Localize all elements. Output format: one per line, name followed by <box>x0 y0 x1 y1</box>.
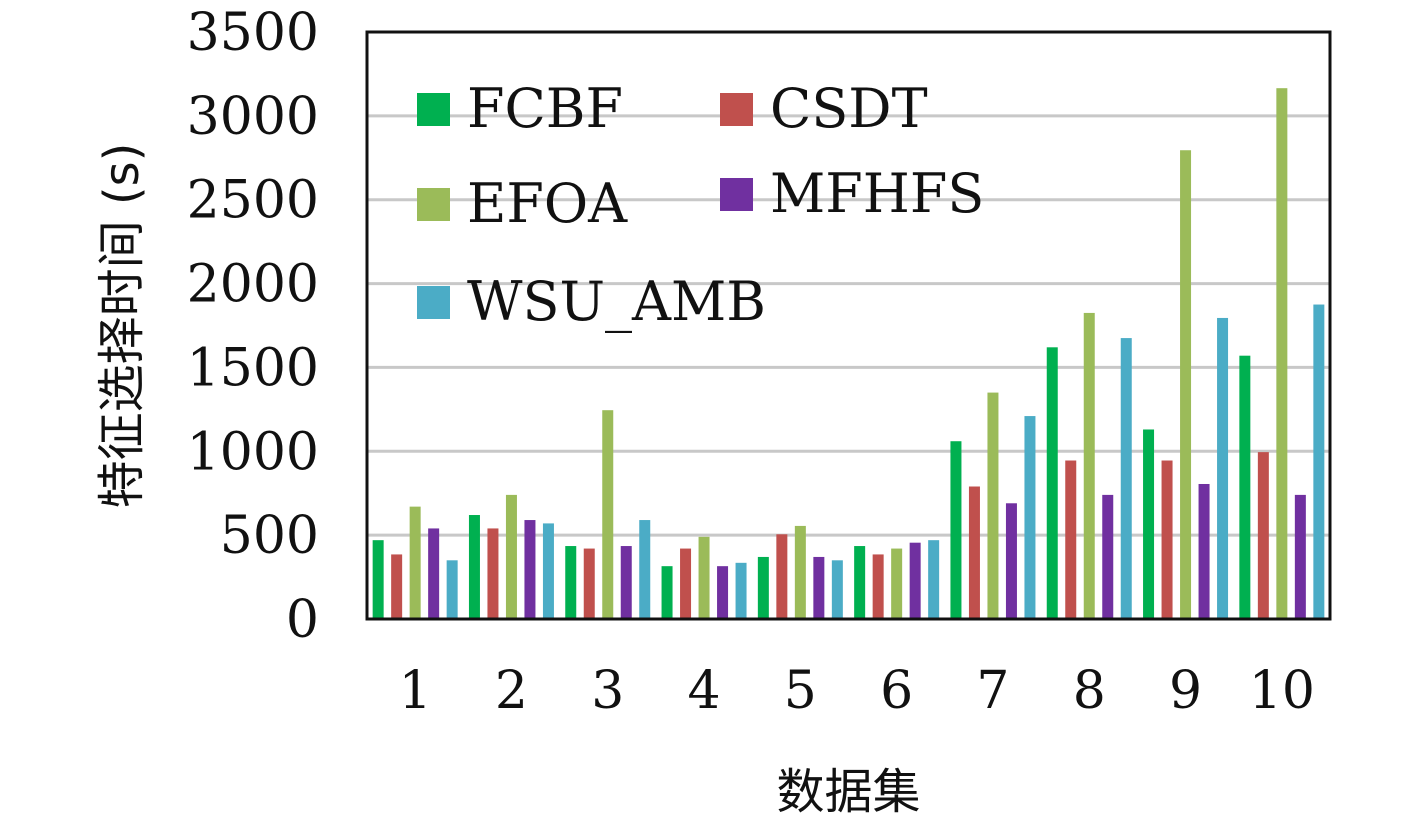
y-tick-labels: 0 500 1000 1500 2000 2500 3000 3500 <box>187 3 319 650</box>
bar-fcbf <box>854 546 866 619</box>
bar-csdt <box>583 548 595 619</box>
bar-csdt <box>1161 460 1173 619</box>
bar-csdt <box>680 548 692 619</box>
bar-wsu-amb <box>639 520 651 619</box>
bar-efoa <box>505 494 517 619</box>
bar-wsu-amb <box>1120 338 1132 619</box>
bar-efoa <box>891 548 903 619</box>
bar-efoa <box>1180 150 1192 619</box>
bar-wsu-amb <box>1217 317 1229 619</box>
legend-label: MFHFS <box>770 162 984 225</box>
bar-mfhfs <box>1198 483 1210 619</box>
bar-fcbf <box>1239 355 1251 619</box>
x-tick-label: 8 <box>1073 661 1106 721</box>
y-tick-label: 0 <box>286 590 319 650</box>
x-tick-label: 9 <box>1169 661 1202 721</box>
bar-csdt <box>776 534 788 619</box>
bar-efoa <box>987 392 999 619</box>
bar-fcbf <box>565 546 577 619</box>
bar-mfhfs <box>524 520 536 619</box>
x-tick-label: 3 <box>591 661 624 721</box>
y-tick-label: 500 <box>220 506 319 566</box>
bar-fcbf <box>372 540 384 619</box>
bar-efoa <box>794 525 806 619</box>
x-tick-label: 1 <box>399 661 432 721</box>
x-tick-labels: 1 2 3 4 5 6 7 8 9 10 <box>399 661 1315 721</box>
bar-fcbf <box>661 566 673 619</box>
bar-efoa <box>602 410 614 619</box>
legend-swatch <box>417 188 450 221</box>
legend-label: EFOA <box>467 172 628 235</box>
y-tick-label: 1000 <box>187 422 319 482</box>
plot-frame <box>365 30 1332 621</box>
bar-wsu-amb <box>1024 416 1036 619</box>
bar-mfhfs <box>909 542 921 619</box>
bar-mfhfs <box>620 546 632 619</box>
bar-efoa <box>409 506 421 619</box>
x-axis-label: 数据集 <box>776 764 920 820</box>
bar-wsu-amb <box>735 562 747 619</box>
bar-mfhfs <box>1102 494 1114 619</box>
bar-mfhfs <box>717 566 729 619</box>
x-tick-label: 4 <box>688 661 721 721</box>
bar-wsu-amb <box>446 560 458 619</box>
bar-fcbf <box>950 441 962 619</box>
bar-csdt <box>1065 460 1077 619</box>
bar-wsu-amb <box>928 540 940 619</box>
bar-fcbf <box>1143 429 1155 619</box>
bar-efoa <box>1276 88 1288 620</box>
bar-wsu-amb <box>831 560 843 619</box>
y-tick-label: 2000 <box>187 255 319 315</box>
bar-mfhfs <box>428 528 440 619</box>
bar-fcbf <box>1046 347 1058 619</box>
legend-label: CSDT <box>770 77 928 140</box>
legend-swatch <box>720 178 753 211</box>
bars <box>372 88 1325 620</box>
x-tick-label: 10 <box>1249 661 1315 721</box>
y-tick-label: 1500 <box>187 338 319 398</box>
y-tick-label: 2500 <box>187 171 319 231</box>
legend-label: WSU_AMB <box>467 270 766 333</box>
bar-wsu-amb <box>542 523 554 619</box>
x-tick-label: 2 <box>495 661 528 721</box>
y-axis-label: 特征选择时间 (s) <box>94 143 150 509</box>
bar-fcbf <box>757 556 769 619</box>
legend-swatch <box>720 93 753 126</box>
x-tick-label: 7 <box>976 661 1009 721</box>
legend-label: FCBF <box>467 77 623 140</box>
bar-fcbf <box>468 515 480 619</box>
bar-csdt <box>487 528 499 619</box>
bar-csdt <box>1257 452 1269 619</box>
bar-mfhfs <box>1005 503 1017 619</box>
bar-wsu-amb <box>1313 304 1325 619</box>
y-tick-label: 3000 <box>187 87 319 147</box>
y-tick-label: 3500 <box>187 3 319 63</box>
bar-efoa <box>1083 312 1095 619</box>
legend-swatch <box>417 93 450 126</box>
x-tick-label: 6 <box>880 661 913 721</box>
bar-csdt <box>968 486 980 619</box>
bar-csdt <box>872 554 884 619</box>
bar-mfhfs <box>1294 494 1306 619</box>
bar-mfhfs <box>813 556 825 619</box>
legend-swatch <box>417 286 450 319</box>
x-tick-label: 5 <box>784 661 817 721</box>
bar-csdt <box>391 554 403 619</box>
bar-efoa <box>698 536 710 619</box>
